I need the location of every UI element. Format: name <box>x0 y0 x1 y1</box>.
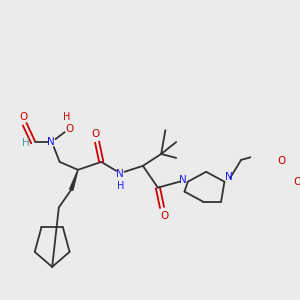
Text: O: O <box>19 112 27 122</box>
Text: H: H <box>22 138 29 148</box>
Text: O: O <box>160 212 169 221</box>
Text: O: O <box>65 124 74 134</box>
Text: O: O <box>91 129 100 139</box>
Text: N: N <box>116 169 124 179</box>
Text: N: N <box>47 137 55 147</box>
Text: H: H <box>64 112 71 122</box>
Text: O: O <box>278 156 286 166</box>
Text: N: N <box>225 172 232 182</box>
Text: N: N <box>179 175 187 185</box>
Polygon shape <box>70 170 78 190</box>
Text: H: H <box>117 181 124 191</box>
Text: O: O <box>294 177 300 187</box>
